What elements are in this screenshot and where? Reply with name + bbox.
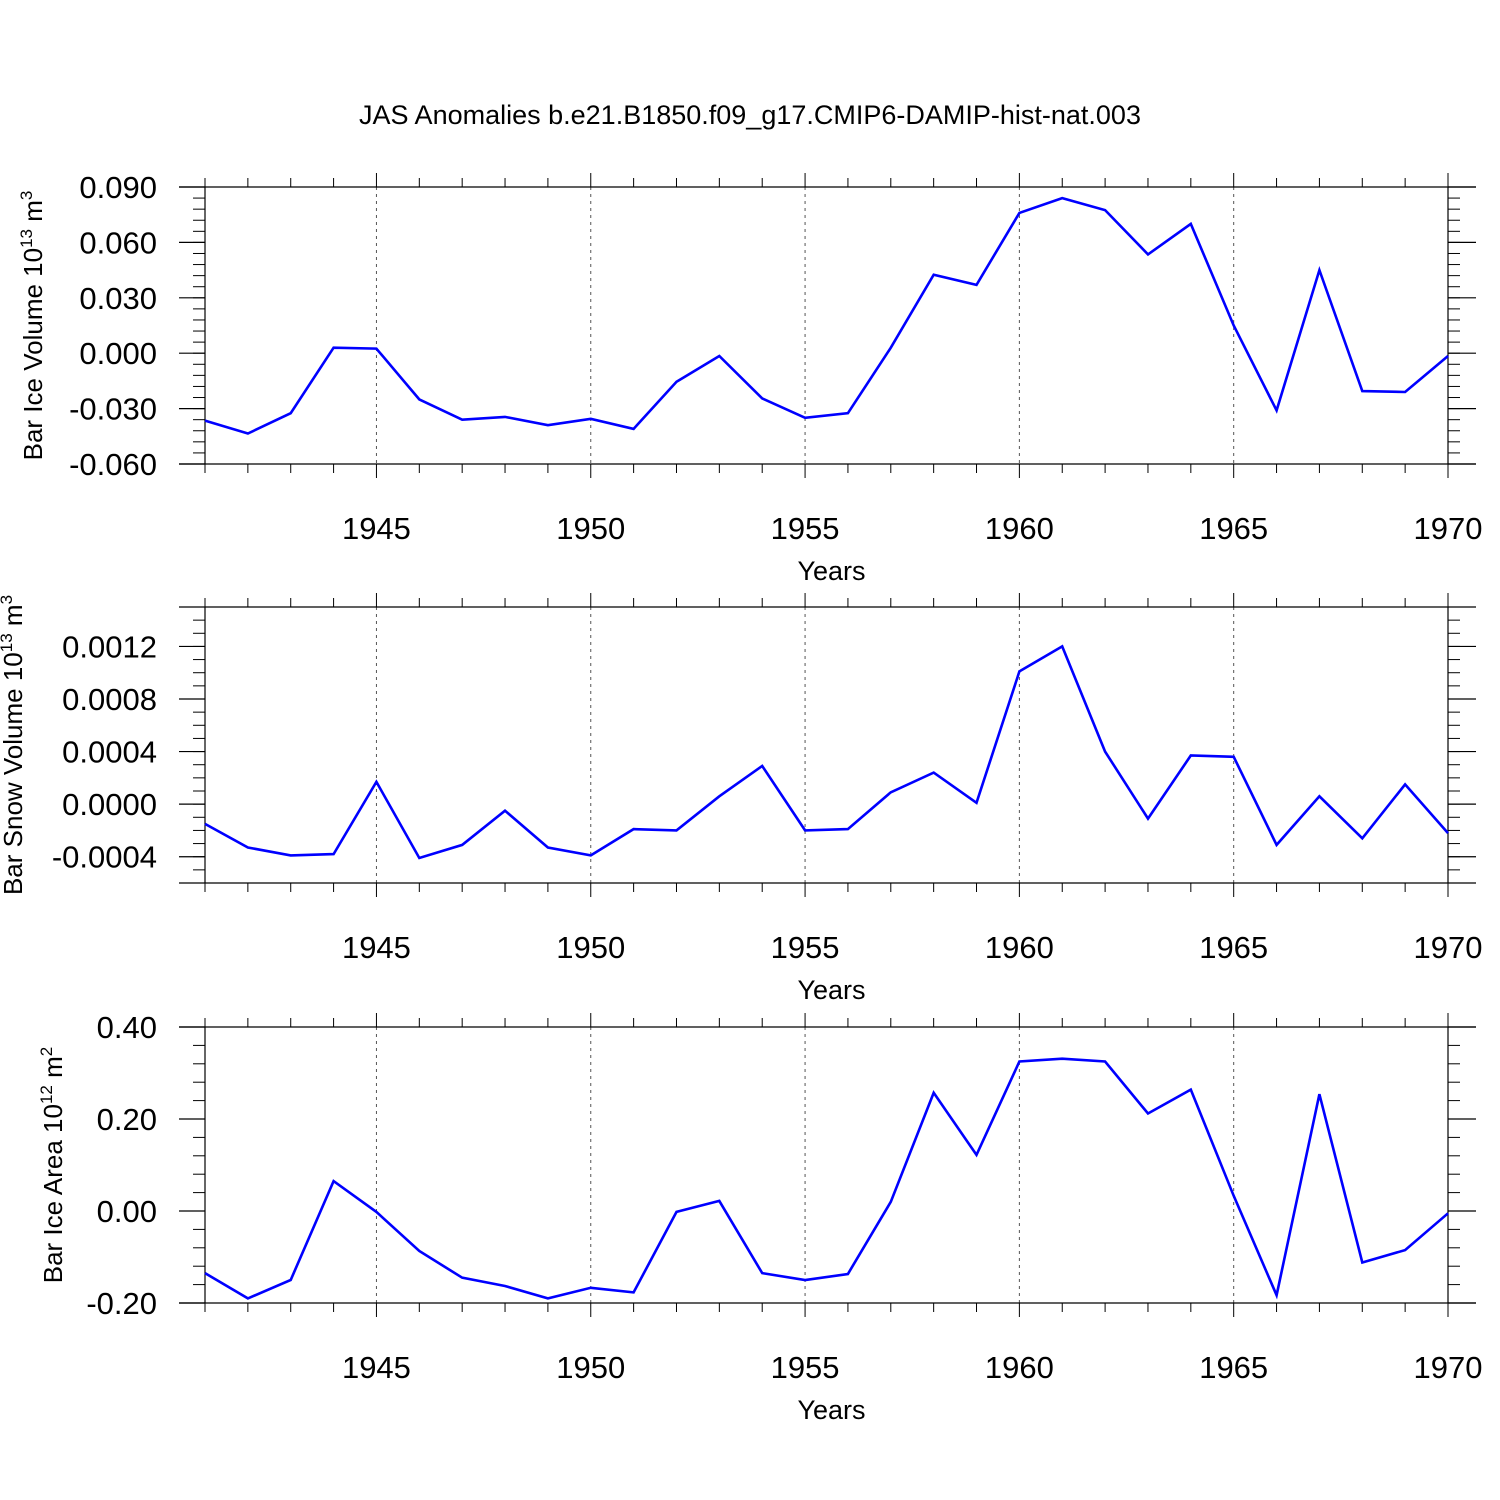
series-line-snow-volume xyxy=(204,644,1449,860)
x-tick-label-1970: 1970 xyxy=(1414,1350,1483,1385)
y-axis-label-superscript: 13 xyxy=(0,633,16,652)
y-axis-label-text: Bar Ice Volume 10 xyxy=(18,248,48,460)
y-tick-label-0.0004: 0.0004 xyxy=(62,735,157,770)
x-axis-label: Years xyxy=(797,556,865,586)
x-tick-label-1950: 1950 xyxy=(556,930,625,965)
x-tick-label-1950: 1950 xyxy=(556,511,625,546)
x-tick-label-1950: 1950 xyxy=(556,1350,625,1385)
y-axis-label: Bar Snow Volume 1013 m3 xyxy=(0,595,28,895)
x-tick-label-1955: 1955 xyxy=(771,511,840,546)
series-line-ice-area xyxy=(204,1057,1449,1300)
y-axis-label-text: Bar Snow Volume 10 xyxy=(0,652,28,895)
y-axis-label-text: m xyxy=(38,1056,68,1085)
series-line-ice-volume xyxy=(204,196,1449,435)
figure-title: JAS Anomalies b.e21.B1850.f09_g17.CMIP6-… xyxy=(359,100,1141,130)
x-tick-label-1960: 1960 xyxy=(985,930,1054,965)
y-tick-label-0.0008: 0.0008 xyxy=(62,682,157,717)
y-axis-label-text: m xyxy=(18,200,48,229)
y-tick-label-0.0012: 0.0012 xyxy=(62,629,157,664)
x-tick-label-1965: 1965 xyxy=(1199,1350,1268,1385)
x-tick-label-1945: 1945 xyxy=(342,511,411,546)
y-axis-label-superscript: 3 xyxy=(0,595,16,604)
x-tick-label-1960: 1960 xyxy=(985,511,1054,546)
x-tick-label-1955: 1955 xyxy=(771,930,840,965)
panels: 0.090 0.060 0.030 0.000 -0.030 -0.060 1945 1950… xyxy=(0,170,1482,1425)
y-tick-label--0.060: -0.060 xyxy=(69,447,157,482)
y-axis-label-text: Bar Ice Area 10 xyxy=(38,1104,68,1283)
panel-snow-volume: 0.0012 0.0008 0.0004 0.0000 -0.0004 1945 1950 1… xyxy=(0,593,1482,1005)
x-tick-label-1960: 1960 xyxy=(985,1350,1054,1385)
y-axis-label-superscript: 12 xyxy=(37,1085,56,1104)
y-tick-label-0.090: 0.090 xyxy=(79,170,157,205)
y-tick-label-0.000: 0.000 xyxy=(79,336,157,371)
y-tick-label--0.0004: -0.0004 xyxy=(52,840,157,875)
x-tick-label-1945: 1945 xyxy=(342,1350,411,1385)
x-tick-label-1970: 1970 xyxy=(1414,511,1483,546)
y-tick-label-0.060: 0.060 xyxy=(79,225,157,260)
y-tick-label-0.0000: 0.0000 xyxy=(62,787,157,822)
y-axis-label-text: m xyxy=(0,604,28,633)
y-axis-label: Bar Ice Area 1012 m2 xyxy=(37,1047,68,1284)
y-tick-label-0.40: 0.40 xyxy=(97,1010,157,1045)
y-axis-label-superscript: 3 xyxy=(17,191,36,200)
panel-ice-volume: 0.090 0.060 0.030 0.000 -0.030 -0.060 1945 1950… xyxy=(17,170,1482,586)
x-tick-label-1965: 1965 xyxy=(1199,930,1268,965)
y-tick-label-0.030: 0.030 xyxy=(79,281,157,316)
x-axis-label: Years xyxy=(797,1395,865,1425)
x-tick-label-1970: 1970 xyxy=(1414,930,1483,965)
x-tick-label-1945: 1945 xyxy=(342,930,411,965)
x-axis-label: Years xyxy=(797,975,865,1005)
y-axis-label: Bar Ice Volume 1013 m3 xyxy=(17,191,48,461)
y-tick-label-0.00: 0.00 xyxy=(97,1194,157,1229)
y-axis-label-superscript: 13 xyxy=(17,229,36,248)
x-tick-label-1955: 1955 xyxy=(771,1350,840,1385)
panel-ice-area: 0.40 0.20 0.00 -0.20 1945 1950 1955 1960 1965 197… xyxy=(37,1010,1482,1425)
x-tick-label-1965: 1965 xyxy=(1199,511,1268,546)
y-tick-label--0.20: -0.20 xyxy=(86,1286,157,1321)
y-axis-label-superscript: 2 xyxy=(37,1047,56,1056)
y-tick-label-0.20: 0.20 xyxy=(97,1102,157,1137)
y-tick-label--0.030: -0.030 xyxy=(69,392,157,427)
